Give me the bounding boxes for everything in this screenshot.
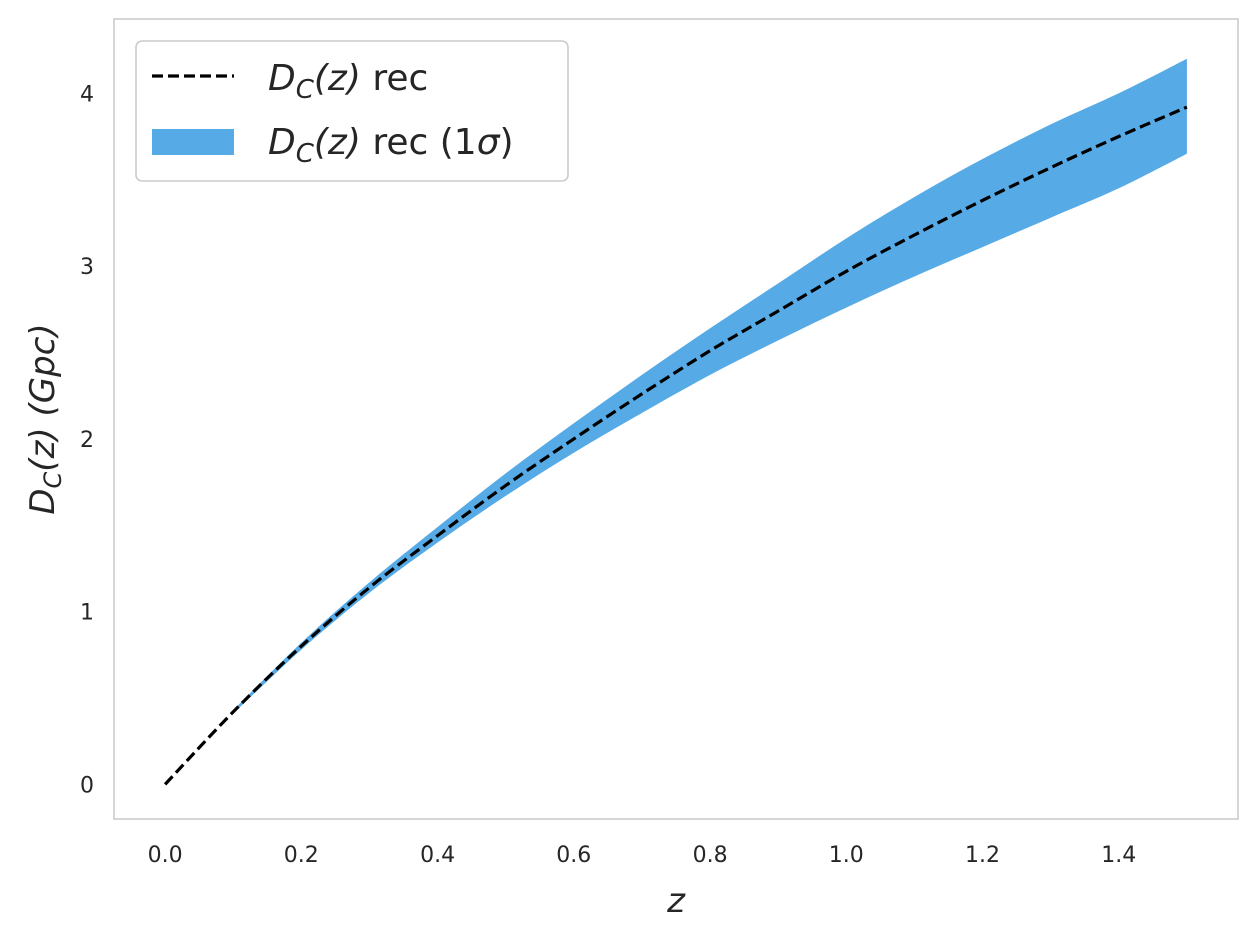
x-tick-label: 1.4 (1101, 843, 1136, 868)
x-tick-label: 1.2 (965, 843, 1000, 868)
x-tick-label: 0.8 (693, 843, 728, 868)
y-axis-label-rest: (z) (Gpc) (23, 323, 63, 471)
y-axis-label-d: D (23, 488, 63, 514)
x-tick-labels: 0.0 0.2 0.4 0.6 0.8 1.0 1.2 1.4 (148, 843, 1137, 868)
y-tick-label: 2 (80, 428, 94, 453)
x-tick-label: 0.6 (556, 843, 591, 868)
legend-line-suffix: rec (361, 58, 428, 99)
legend: DC(z) rec DC(z) rec (1σ) (135, 40, 569, 182)
legend-band-swatch (152, 129, 234, 155)
confidence-band (233, 58, 1187, 714)
x-tick-label: 0.4 (420, 843, 455, 868)
x-tick-label: 0.2 (284, 843, 319, 868)
x-tick-label: 0.0 (148, 843, 183, 868)
legend-line-sub: C (296, 75, 315, 105)
y-tick-labels: 0 1 2 3 4 (80, 82, 94, 798)
legend-band-d: D (268, 122, 296, 163)
legend-band-sigma: σ (477, 122, 501, 163)
legend-band-sub: C (296, 139, 315, 169)
median-line (163, 105, 1188, 786)
y-tick-label: 0 (80, 773, 94, 798)
x-tick-label: 1.0 (829, 843, 864, 868)
legend-line-label: DC(z) rec (268, 58, 428, 105)
legend-band-suffix: rec (1 (361, 122, 477, 163)
legend-band-paren: (z) (314, 122, 361, 163)
y-tick-label: 4 (80, 82, 94, 107)
y-axis-label: DC(z) (Gpc) (23, 323, 67, 514)
y-tick-label: 1 (80, 601, 94, 626)
y-axis-label-sub: C (39, 471, 67, 488)
legend-frame (135, 40, 569, 182)
x-axis-label: z (666, 881, 686, 921)
legend-line-paren: (z) (314, 58, 361, 99)
legend-band-close: ) (500, 122, 514, 163)
legend-band-label: DC(z) rec (1σ) (268, 122, 514, 169)
y-tick-label: 3 (80, 255, 94, 280)
confidence-band-layer (233, 58, 1187, 714)
legend-line-d: D (268, 58, 296, 99)
median-line-layer (163, 105, 1188, 786)
